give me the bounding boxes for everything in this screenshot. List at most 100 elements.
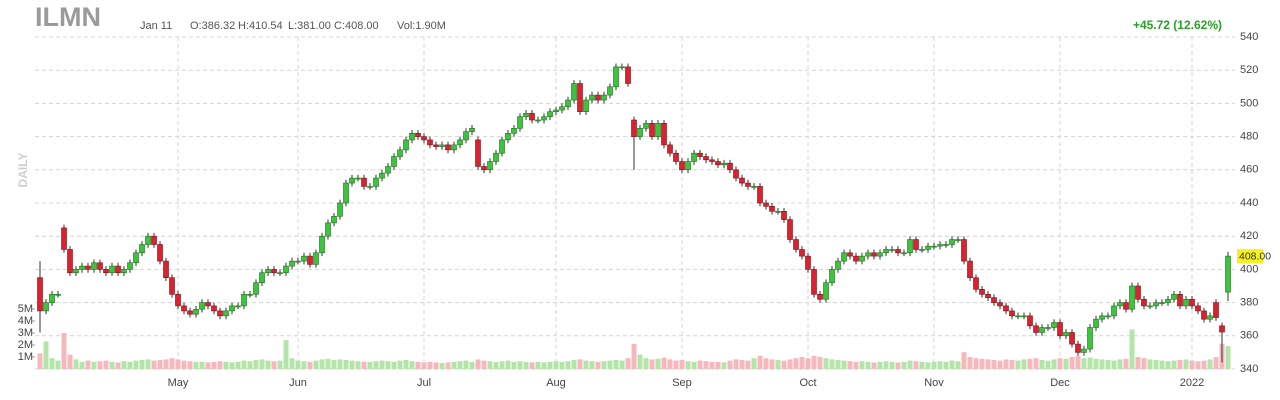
volume-bar (943, 361, 949, 369)
volume-bar (997, 360, 1003, 369)
candle-body (967, 260, 973, 279)
volume-bar (931, 361, 937, 369)
candle-body (1051, 322, 1057, 328)
volume-bar (247, 361, 253, 369)
volume-bar (1093, 358, 1099, 369)
candle-body (505, 132, 511, 141)
candle-body (751, 186, 757, 188)
volume-bar (385, 361, 391, 369)
volume-bar (1195, 361, 1201, 369)
volume-bar (955, 361, 961, 369)
volume-bar (571, 360, 577, 369)
candle-body (409, 132, 415, 141)
candle-body (1003, 305, 1009, 312)
candle-body (907, 239, 913, 254)
volume-bar (349, 360, 355, 369)
candle-body (925, 245, 931, 250)
x-tick-label: Nov (924, 377, 944, 389)
volume-bar (1099, 359, 1105, 369)
volume-tick-label: 4M (18, 315, 33, 327)
candle-body (37, 277, 43, 312)
volume-bar (1111, 360, 1117, 369)
volume-bar (103, 360, 109, 369)
volume-bar (949, 360, 955, 369)
volume-bar (511, 361, 517, 369)
candle-body (241, 293, 247, 307)
candle-body (139, 244, 145, 254)
volume-bar (889, 361, 895, 369)
volume-bar (793, 358, 799, 369)
volume-bar (589, 361, 595, 369)
candle-body (271, 269, 277, 274)
volume-bar (841, 360, 847, 369)
candle-body (331, 215, 337, 224)
volume-bar (1027, 358, 1033, 369)
candle-body (343, 182, 349, 204)
volume-bar (133, 360, 139, 369)
volume-bar (1165, 361, 1171, 369)
candle-body (919, 249, 925, 251)
x-tick-label: Jun (289, 377, 307, 389)
volume-bar (979, 358, 985, 369)
candle-body (319, 235, 325, 254)
candle-body (595, 94, 601, 101)
volume-bar (601, 361, 607, 369)
candle-body (703, 156, 709, 161)
volume-bar (163, 359, 169, 369)
volume-bar (223, 361, 229, 369)
volume-bar (211, 361, 217, 369)
volume-bar (985, 359, 991, 369)
candle-body (829, 269, 835, 283)
volume-bar (457, 361, 463, 369)
volume-bar (1009, 360, 1015, 369)
volume-bar (469, 361, 475, 369)
candle-body (853, 255, 859, 262)
volume-bar (157, 360, 163, 369)
candle-body (601, 94, 607, 101)
candle-body (1015, 315, 1021, 318)
open-label: O:386.32 (190, 20, 235, 32)
volume-bar (715, 361, 721, 369)
candle-body (757, 186, 763, 204)
volume-bar (973, 358, 979, 369)
volume-bar (61, 333, 67, 369)
candle-body (583, 99, 589, 113)
candle-body (415, 132, 421, 137)
candle-body (667, 144, 673, 154)
candle-body (859, 255, 865, 262)
volume-bar (673, 360, 679, 369)
grid (35, 36, 1235, 370)
volume-bar (49, 358, 55, 369)
candle-body (1195, 305, 1201, 312)
candle-body (391, 156, 397, 167)
candle-body (1105, 315, 1111, 318)
volume-bar (433, 362, 439, 369)
volume-bar (595, 361, 601, 369)
candle-body (631, 119, 637, 137)
candle-body (997, 302, 1003, 307)
candle-body (205, 302, 211, 307)
candle-body (727, 162, 733, 171)
candle-body (1123, 302, 1129, 310)
candle-body (361, 177, 367, 187)
candle-body (679, 161, 685, 171)
volume-bar (337, 359, 343, 369)
candle-body (67, 249, 73, 274)
volume-bar (865, 361, 871, 369)
candle-body (559, 106, 565, 111)
volume-bar (835, 360, 841, 369)
volume-bar (139, 360, 145, 369)
volume-bar (523, 361, 529, 369)
volume-bar (91, 361, 97, 369)
volume-bar (823, 358, 829, 369)
volume-bar (487, 361, 493, 369)
candle-body (463, 131, 469, 141)
x-tick-label: 2022 (1180, 377, 1204, 389)
volume-bar (355, 361, 361, 369)
y-tick-label: 520 (1240, 64, 1258, 76)
candle-body (151, 235, 157, 245)
candle-body (193, 308, 199, 315)
candle-body (535, 119, 541, 122)
